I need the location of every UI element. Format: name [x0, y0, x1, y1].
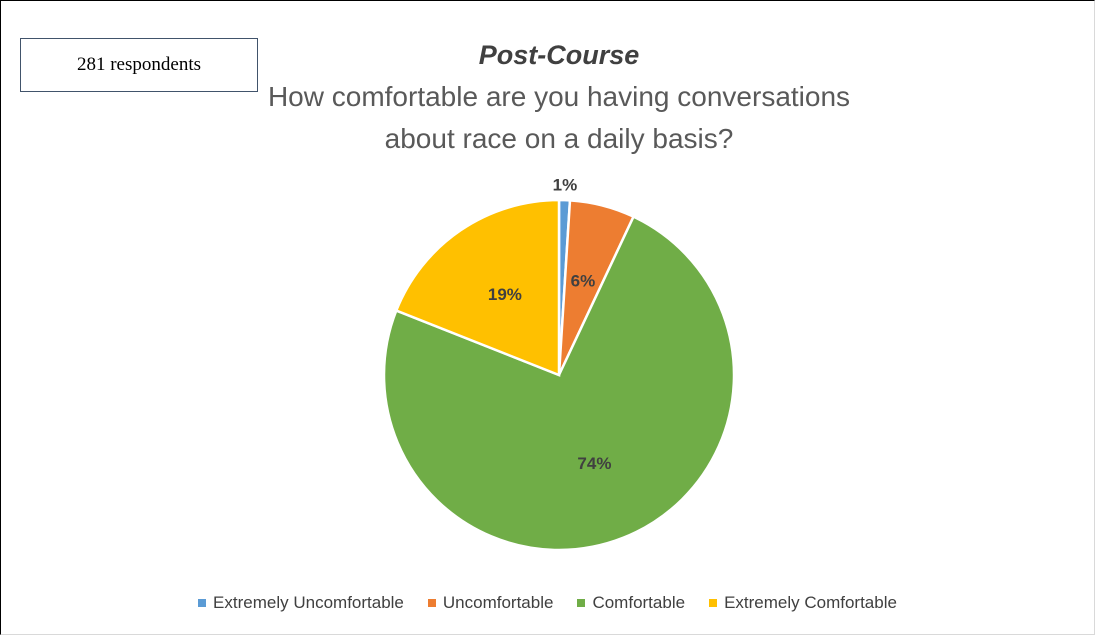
chart-subtitle: How comfortable are you having conversat… — [267, 81, 851, 154]
legend-swatch — [427, 599, 436, 607]
pie-slice — [382, 214, 736, 552]
data-label: 19% — [488, 285, 522, 304]
legend-label: Extremely Uncomfortable — [213, 593, 404, 612]
legend-label: Uncomfortable — [442, 593, 554, 612]
data-label: 74% — [577, 454, 611, 473]
respondents-note: 281 respondents — [20, 38, 258, 92]
legend-swatch — [198, 599, 207, 607]
legend-swatch — [577, 599, 586, 607]
legend: Extremely Uncomfortable Uncomfortable Comf… — [0, 590, 1095, 616]
legend-label: Extremely Comfortable — [724, 593, 897, 612]
legend-item: Extremely Uncomfortable — [198, 593, 404, 613]
legend-item: Uncomfortable — [427, 593, 554, 613]
legend-item: Extremely Comfortable — [709, 593, 897, 613]
legend-swatch — [709, 599, 718, 607]
legend-item: Comfortable — [577, 593, 685, 613]
pie-slice — [394, 198, 561, 377]
chart-title: Post-Course — [478, 40, 640, 70]
legend-label: Comfortable — [592, 593, 686, 612]
data-label: 1% — [553, 176, 578, 195]
data-label: 6% — [571, 271, 596, 290]
